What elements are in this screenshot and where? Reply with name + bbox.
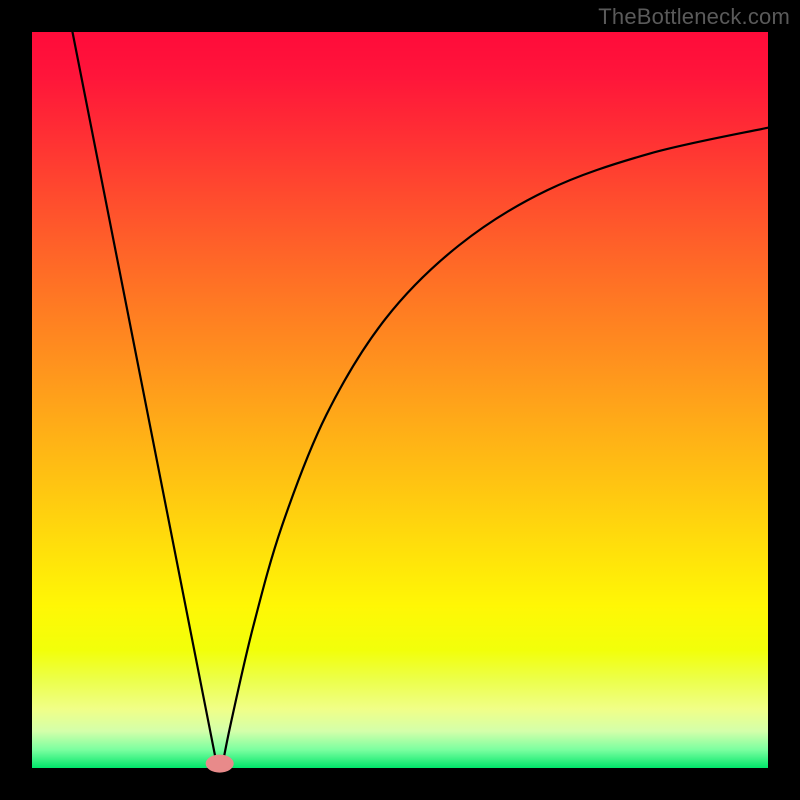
chart-wrapper: TheBottleneck.com <box>0 0 800 800</box>
minimum-marker <box>206 755 234 773</box>
chart-svg <box>0 0 800 800</box>
plot-gradient-background <box>32 32 768 768</box>
watermark-text: TheBottleneck.com <box>598 4 790 30</box>
